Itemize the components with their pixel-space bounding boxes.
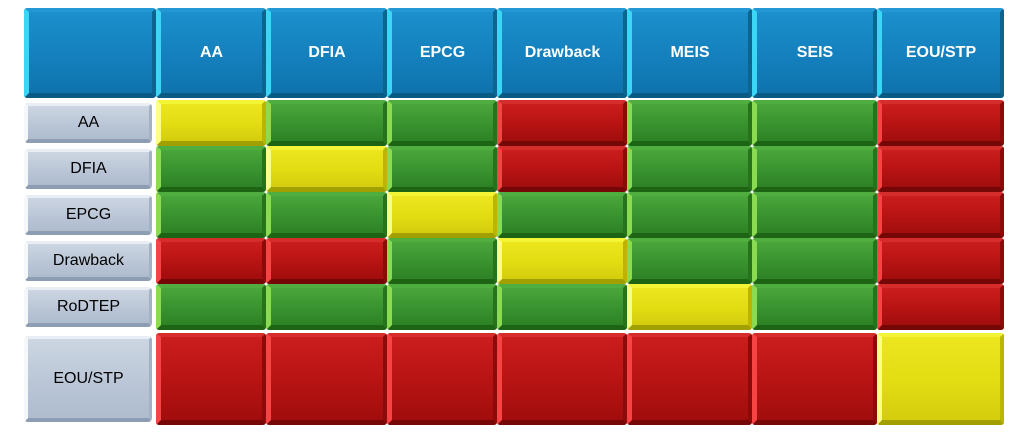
matrix-cell-epcg-aa bbox=[156, 192, 266, 238]
matrix-cell-rodtep-dfia bbox=[266, 284, 387, 330]
matrix-cell-epcg-meis bbox=[627, 192, 752, 238]
matrix-cell-drawback-drawback bbox=[497, 238, 627, 284]
matrix-cell-rodtep-seis bbox=[752, 284, 877, 330]
matrix-cell-epcg-epcg bbox=[387, 192, 497, 238]
matrix-cell-aa-seis bbox=[752, 100, 877, 146]
matrix-cell-aa-dfia bbox=[266, 100, 387, 146]
matrix-cell-epcg-drawback bbox=[497, 192, 627, 238]
matrix-cell-dfia-epcg bbox=[387, 146, 497, 192]
matrix-cell-eou-stp-drawback bbox=[497, 333, 627, 425]
matrix-cell-drawback-seis bbox=[752, 238, 877, 284]
row-header-rodtep: RoDTEP bbox=[24, 287, 152, 327]
matrix-cell-eou-stp-eou-stp bbox=[877, 333, 1004, 425]
corner-cell bbox=[24, 8, 156, 98]
matrix-cell-aa-meis bbox=[627, 100, 752, 146]
matrix-cell-drawback-meis bbox=[627, 238, 752, 284]
matrix-cell-rodtep-epcg bbox=[387, 284, 497, 330]
matrix-cell-dfia-drawback bbox=[497, 146, 627, 192]
matrix-cell-dfia-meis bbox=[627, 146, 752, 192]
matrix-cell-dfia-eou-stp bbox=[877, 146, 1004, 192]
matrix-cell-eou-stp-aa bbox=[156, 333, 266, 425]
column-header-aa: AA bbox=[156, 8, 266, 98]
matrix-cell-epcg-seis bbox=[752, 192, 877, 238]
row-header-drawback: Drawback bbox=[24, 241, 152, 281]
matrix-cell-aa-aa bbox=[156, 100, 266, 146]
row-header-epcg: EPCG bbox=[24, 195, 152, 235]
column-header-epcg: EPCG bbox=[387, 8, 497, 98]
matrix-cell-aa-epcg bbox=[387, 100, 497, 146]
matrix-cell-rodtep-drawback bbox=[497, 284, 627, 330]
column-header-eou-stp: EOU/STP bbox=[877, 8, 1004, 98]
column-header-dfia: DFIA bbox=[266, 8, 387, 98]
column-header-meis: MEIS bbox=[627, 8, 752, 98]
matrix-cell-eou-stp-seis bbox=[752, 333, 877, 425]
matrix-cell-drawback-epcg bbox=[387, 238, 497, 284]
matrix-cell-dfia-seis bbox=[752, 146, 877, 192]
matrix-cell-eou-stp-epcg bbox=[387, 333, 497, 425]
matrix-cell-rodtep-aa bbox=[156, 284, 266, 330]
column-header-seis: SEIS bbox=[752, 8, 877, 98]
matrix-cell-rodtep-eou-stp bbox=[877, 284, 1004, 330]
matrix-cell-rodtep-meis bbox=[627, 284, 752, 330]
matrix-cell-drawback-dfia bbox=[266, 238, 387, 284]
matrix-cell-eou-stp-meis bbox=[627, 333, 752, 425]
matrix-cell-dfia-dfia bbox=[266, 146, 387, 192]
row-header-dfia: DFIA bbox=[24, 149, 152, 189]
row-header-eou-stp: EOU/STP bbox=[24, 336, 152, 422]
matrix-cell-dfia-aa bbox=[156, 146, 266, 192]
row-header-aa: AA bbox=[24, 103, 152, 143]
matrix-cell-eou-stp-dfia bbox=[266, 333, 387, 425]
column-header-drawback: Drawback bbox=[497, 8, 627, 98]
matrix-cell-drawback-eou-stp bbox=[877, 238, 1004, 284]
matrix-cell-aa-drawback bbox=[497, 100, 627, 146]
matrix-cell-epcg-dfia bbox=[266, 192, 387, 238]
matrix-grid: AA DFIA EPCG Drawback MEIS SEIS EOU/STP AA DFIA E… bbox=[24, 8, 1004, 425]
matrix-cell-aa-eou-stp bbox=[877, 100, 1004, 146]
matrix-cell-drawback-aa bbox=[156, 238, 266, 284]
matrix-cell-epcg-eou-stp bbox=[877, 192, 1004, 238]
